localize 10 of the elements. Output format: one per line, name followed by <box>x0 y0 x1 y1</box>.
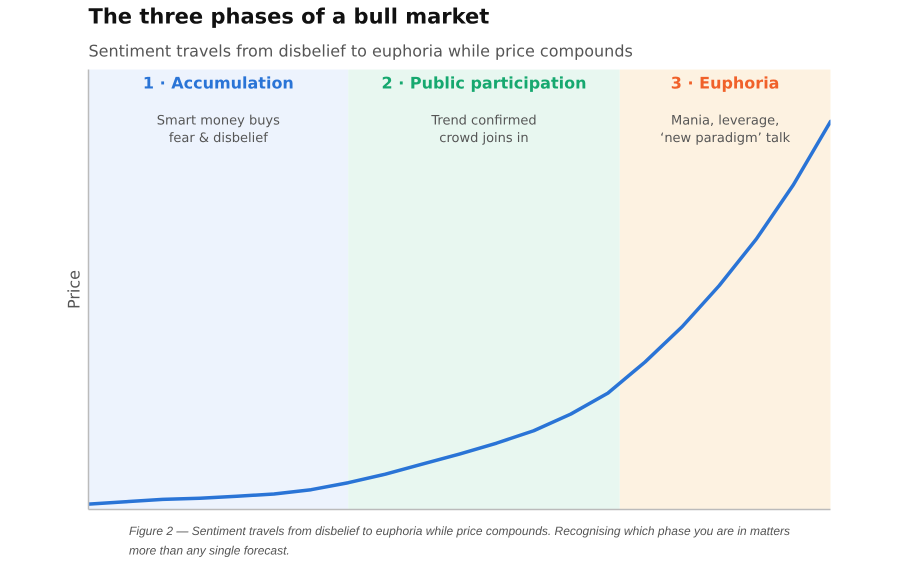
annotation: Mania, leverage, ‘new paradigm’ talk <box>660 114 791 146</box>
chart-subtitle: Sentiment travels from disbelief to euphoria while price compounds <box>88 42 633 60</box>
y-axis-title: Price <box>64 270 84 310</box>
annotation: Trend confirmed crowd joins in <box>430 114 537 146</box>
chart-title: The three phases of a bull market <box>88 4 490 28</box>
text: 2 · Public participation <box>382 74 586 92</box>
text: 1 · Accumulation <box>142 74 294 92</box>
annotation: Smart money buys fear & disbelief <box>156 114 280 146</box>
text: 3 · Euphoria <box>670 74 780 92</box>
caption: Figure 2 — Sentiment travels from disbelief to euphoria while price compounds. Recognising which phase you are in matters more than any single forecast. <box>129 524 790 558</box>
